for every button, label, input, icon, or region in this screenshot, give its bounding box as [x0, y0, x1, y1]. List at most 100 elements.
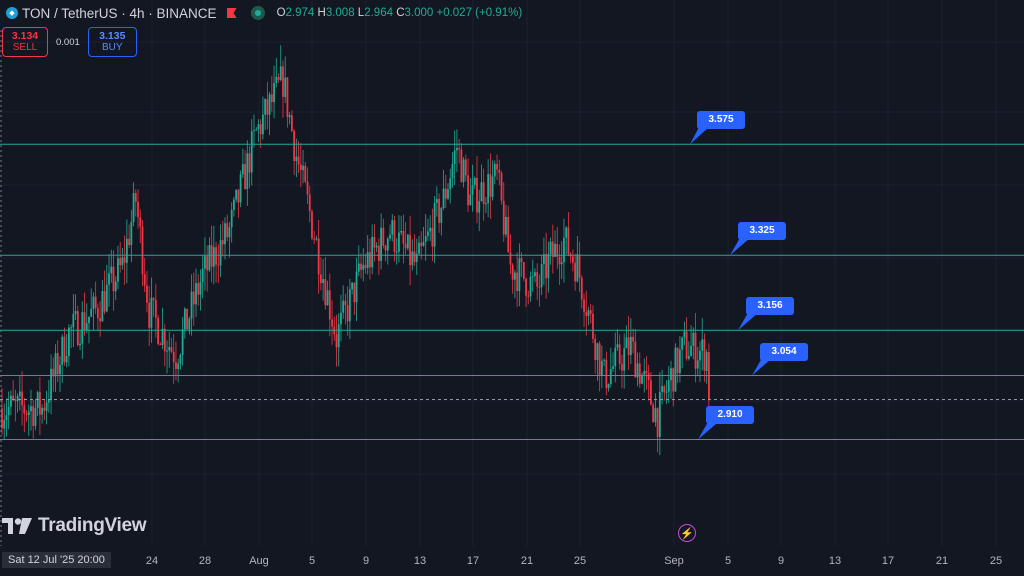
candle-body [105, 284, 108, 312]
candle-body [592, 313, 594, 339]
candle-body [277, 76, 280, 81]
candles [1, 45, 710, 456]
candle-body [291, 115, 293, 131]
candle-body [404, 243, 407, 249]
level-label[interactable]: 3.156 [746, 297, 794, 316]
candle-body [132, 193, 135, 223]
candle-body [538, 286, 541, 288]
candle-body [402, 230, 405, 244]
candle-body [168, 347, 171, 351]
candle-body [230, 209, 233, 228]
candle-body [166, 350, 168, 352]
candle-body [108, 273, 110, 285]
candle-body [464, 159, 467, 176]
candle-body [90, 308, 93, 317]
candle-body [324, 279, 327, 306]
candle-body [692, 332, 695, 346]
level-label[interactable]: 3.575 [697, 111, 745, 130]
candle-body [186, 308, 188, 330]
candle-body [219, 240, 222, 266]
candle-body [505, 216, 507, 235]
candle-body [322, 279, 325, 284]
time-tick-label: 28 [198, 555, 212, 567]
candle-body [670, 368, 672, 381]
candle-body [420, 242, 423, 246]
time-tick-label: 5 [308, 555, 316, 567]
candle-body [101, 291, 104, 322]
level-label[interactable]: 3.325 [738, 222, 786, 241]
candle-body [587, 310, 590, 316]
time-tick-label: Sep [664, 555, 684, 567]
flag-icon[interactable] [226, 8, 237, 18]
candle-body [460, 149, 463, 183]
candle-body [360, 263, 362, 270]
market-status-icon[interactable] [250, 6, 265, 20]
candle-body [493, 163, 496, 177]
candle-body [476, 177, 478, 213]
candle-body [641, 374, 643, 384]
candle-body [618, 344, 621, 364]
level-label[interactable]: 3.054 [760, 342, 808, 361]
candle-body [433, 202, 436, 247]
candle-body [576, 254, 579, 282]
candle-body [183, 308, 186, 330]
symbol-title[interactable]: TON / TetherUS · 4h · BINANCE [22, 5, 217, 21]
candle-body [473, 177, 476, 185]
candle-body [447, 189, 449, 199]
candle-body [172, 351, 175, 363]
level-label[interactable]: 2.910 [706, 406, 754, 425]
candle-body [39, 392, 41, 415]
candle-body [449, 178, 452, 190]
candle-body [661, 386, 663, 392]
candle-body [636, 363, 639, 378]
candle-body [652, 404, 655, 423]
buy-button[interactable]: 3.135 BUY [87, 27, 137, 57]
candle-body [295, 156, 298, 161]
candle-body [672, 368, 675, 392]
tradingview-logo[interactable]: TradingView [2, 515, 147, 537]
candle-body [431, 227, 434, 247]
candle-body [458, 147, 461, 150]
candle-body [96, 308, 99, 319]
candle-body [545, 254, 548, 279]
candle-body [65, 356, 68, 363]
candle-body [308, 194, 311, 212]
candle-body [264, 99, 267, 115]
candle-body [623, 348, 626, 371]
candle-body [650, 380, 652, 405]
candle-body [645, 370, 648, 374]
sell-button[interactable]: 3.134 SELL [2, 27, 48, 57]
candle-body [625, 337, 628, 349]
candle-body [154, 299, 157, 318]
candle-body [357, 263, 360, 272]
candle-body [525, 278, 527, 296]
candle-body [355, 271, 358, 303]
candle-body [632, 336, 634, 342]
tradingview-logo-icon [2, 518, 32, 534]
candle-body [43, 407, 46, 411]
candle-body [317, 238, 320, 275]
price-levels [0, 123, 1024, 440]
candle-body [148, 302, 151, 328]
candle-body [364, 264, 367, 269]
candle-body [500, 172, 503, 201]
time-tick-label: 25 [573, 555, 587, 567]
candle-body [418, 242, 420, 254]
time-axis[interactable]: Sat 12 Jul '25 20:00 24 28 Aug 5 9 13 17 21 25 Sep… [0, 546, 1024, 576]
candle-body [331, 319, 333, 327]
lightning-icon[interactable]: ⚡ [678, 524, 696, 542]
candle-body [487, 174, 490, 204]
candle-body [438, 198, 440, 223]
candle-body [199, 282, 202, 295]
candle-body [705, 352, 708, 371]
candle-body [137, 201, 139, 218]
candle-body [366, 252, 369, 269]
candle-body [658, 391, 661, 437]
candle-body [18, 391, 21, 397]
candle-body [293, 130, 296, 161]
candle-body [337, 324, 340, 348]
candle-body [117, 258, 119, 282]
candle-body [121, 257, 124, 266]
candle-body [326, 290, 329, 306]
